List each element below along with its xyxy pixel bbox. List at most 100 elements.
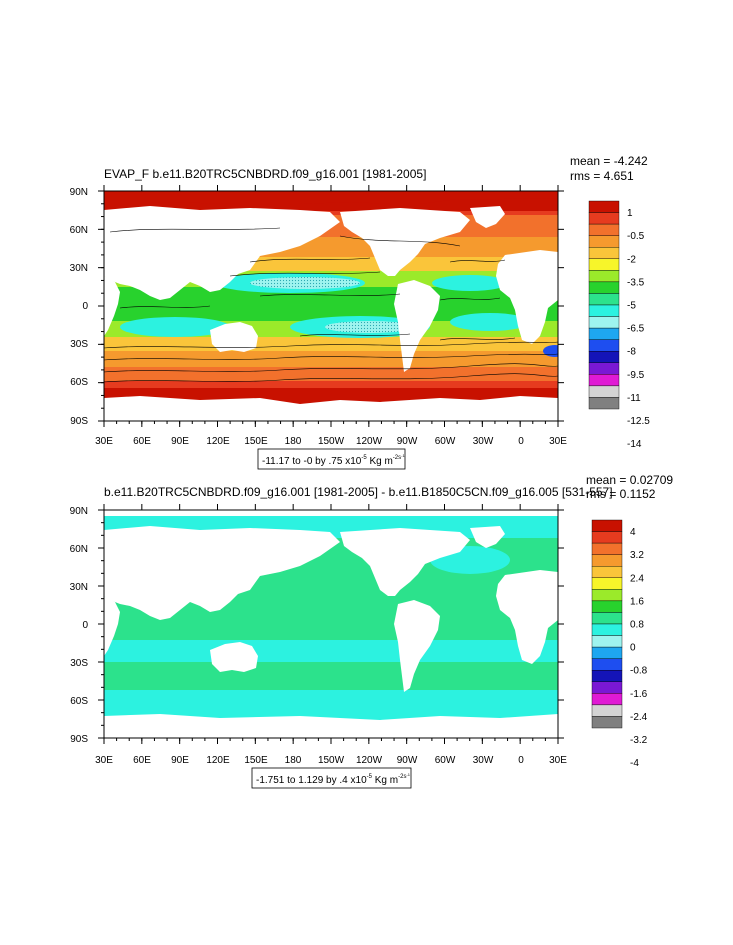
colorbar-label: 4 (630, 527, 636, 538)
colorbar-swatch (588, 351, 620, 363)
lat-label: 90N (70, 506, 88, 517)
colorbar-swatch (591, 531, 623, 544)
range-exp: -5 (361, 455, 367, 461)
map-field-top (104, 191, 558, 421)
colorbar-label: -4 (630, 758, 639, 769)
colorbar-label: 1 (627, 208, 633, 219)
colorbar-label: -0.5 (627, 231, 645, 242)
panel-title: b.e11.B20TRC5CNBDRD.f09_g16.001 [1981-20… (104, 485, 613, 499)
range-note: -11.17 to -0 by .75 x10 (262, 456, 362, 467)
range-note: -1.751 to 1.129 by .4 x10 (256, 775, 367, 786)
colorbar-swatch (588, 212, 620, 225)
lon-label: 180 (285, 755, 302, 766)
colorbar-bottom (591, 519, 623, 729)
lat-label: 90N (70, 187, 88, 198)
colorbar-swatch (588, 316, 620, 329)
colorbar-swatch (588, 200, 620, 213)
colorbar-swatch (588, 281, 620, 294)
range-units-s: s (398, 455, 401, 461)
colorbar-label: 0.8 (630, 620, 644, 631)
mean-stat: mean = -4.242 (570, 154, 648, 168)
colorbar-label: 0 (630, 643, 636, 654)
panel-title: EVAP_F b.e11.B20TRC5CNBDRD.f09_g16.001 [… (104, 167, 426, 181)
lat-label: 30N (70, 582, 88, 593)
colorbar-swatch (591, 658, 623, 671)
lat-label: 60S (70, 696, 88, 707)
contour-lines (104, 227, 558, 383)
lon-label: 30E (549, 436, 567, 447)
colorbar-swatch (591, 646, 623, 659)
colorbar-swatch (588, 293, 620, 306)
colorbar-swatch (591, 635, 623, 648)
rms-stat: rms = 4.651 (570, 169, 634, 183)
lon-label: 30E (95, 755, 113, 766)
colorbar-swatch (591, 566, 623, 578)
colorbar-label: -2.4 (630, 712, 648, 723)
lon-label: 30W (473, 436, 494, 447)
map-panel-top: EVAP_F b.e11.B20TRC5CNBDRD.f09_g16.001 [… (70, 154, 650, 470)
map-panel-bottom: b.e11.B20TRC5CNBDRD.f09_g16.001 [1981-20… (70, 473, 673, 789)
colorbar-swatch (591, 623, 623, 636)
range-note-box: -11.17 to -0 by .75 x10-5 Kg m-2s-1 (257, 448, 405, 470)
colorbar-swatch (591, 693, 623, 706)
mean-stat: mean = 0.02709 (586, 473, 673, 487)
lon-label: 150W (318, 755, 345, 766)
range-units: Kg m (367, 456, 393, 467)
lon-label: 30W (473, 755, 494, 766)
colorbar-label: -11 (627, 393, 641, 404)
lon-label: 150W (318, 436, 345, 447)
colorbar-label: -5 (627, 301, 636, 312)
range-exp: -5 (367, 774, 373, 780)
lat-label: 30S (70, 658, 88, 669)
lat-label: 0 (82, 620, 88, 631)
lon-label: 120E (206, 436, 230, 447)
lat-label: 30S (70, 339, 88, 350)
colorbar-label: 3.2 (630, 550, 644, 561)
colorbar-swatch (591, 670, 623, 682)
lon-label: 90E (171, 436, 189, 447)
lon-label: 90E (171, 755, 189, 766)
colorbar-label: -12.5 (627, 416, 650, 427)
colorbar-swatch (588, 385, 620, 398)
lon-label: 30E (549, 755, 567, 766)
lon-label: 150E (244, 436, 268, 447)
colorbar-swatch (591, 612, 623, 625)
lat-label: 60N (70, 225, 88, 236)
colorbar-swatch (588, 223, 620, 236)
colorbar-label: -3.5 (627, 277, 645, 288)
range-units-exp: -2 (393, 455, 399, 461)
lat-label: 30N (70, 263, 88, 274)
colorbar-label: -0.8 (630, 666, 648, 677)
colorbar-swatch (591, 704, 623, 717)
colorbar-swatch (588, 327, 620, 340)
colorbar-swatch (591, 716, 623, 729)
colorbar-label: -14 (627, 439, 642, 450)
lon-label: 0 (518, 755, 524, 766)
colorbar-swatch (588, 397, 620, 410)
range-units-exp3: -1 (406, 772, 410, 777)
colorbar-swatch (591, 519, 623, 532)
colorbar-swatch (588, 362, 620, 375)
colorbar-swatch (591, 542, 623, 555)
lat-axis-labels: 90N 60N 30N 0 30S 60S 90S (70, 187, 89, 427)
colorbar-label: 1.6 (630, 596, 644, 607)
lat-label: 90S (70, 734, 88, 745)
colorbar-label: 2.4 (630, 573, 644, 584)
map-field-bottom (104, 510, 558, 738)
colorbar-label: -1.6 (630, 689, 648, 700)
colorbar-top (588, 200, 620, 410)
range-units-exp3: -1 (401, 453, 405, 458)
colorbar-swatch (588, 258, 620, 271)
colorbar-swatch (588, 304, 620, 317)
colorbar-swatch (588, 270, 620, 283)
lon-label: 120W (356, 755, 383, 766)
lon-label: 180 (285, 436, 302, 447)
colorbar-swatch (588, 339, 620, 352)
range-units-exp: -2 (398, 774, 404, 780)
axis-ticks (98, 504, 564, 744)
colorbar-label: -3.2 (630, 735, 648, 746)
lon-label: 120W (356, 436, 383, 447)
range-note-box: -1.751 to 1.129 by .4 x10-5 Kg m-2s-1 (251, 767, 412, 789)
lon-label: 90W (397, 755, 418, 766)
